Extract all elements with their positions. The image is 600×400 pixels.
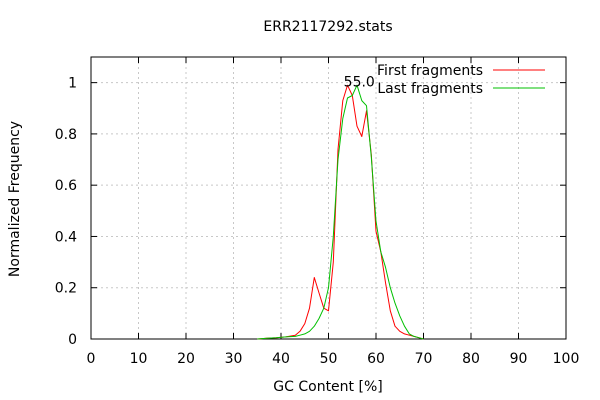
y-tick-label: 0: [68, 332, 77, 348]
y-tick-label: 0.6: [55, 178, 77, 194]
y-tick-label: 0.4: [55, 229, 77, 245]
y-tick-label: 0.8: [55, 127, 77, 143]
y-axis-label: Normalized Frequency: [7, 121, 23, 277]
x-tick-label: 70: [415, 351, 433, 367]
x-axis-label: GC Content [%]: [273, 379, 382, 395]
chart-title: ERR2117292.stats: [263, 19, 392, 35]
x-tick-label: 90: [510, 351, 528, 367]
x-tick-label: 60: [367, 351, 385, 367]
x-tick-label: 30: [225, 351, 243, 367]
y-tick-label: 1: [68, 76, 77, 92]
series-line-first-fragments: [257, 84, 424, 340]
x-tick-label: 50: [320, 351, 338, 367]
legend: First fragments Last fragments: [377, 63, 545, 97]
series-layer: [257, 84, 424, 340]
legend-label: First fragments: [377, 63, 483, 79]
x-tick-label: 80: [462, 351, 480, 367]
grid-lines: [91, 57, 566, 339]
y-tick-label: 0.2: [55, 281, 77, 297]
x-tick-label: 10: [130, 351, 148, 367]
legend-label: Last fragments: [377, 81, 483, 97]
peak-annotation: 55.0: [344, 75, 375, 91]
x-tick-label: 100: [553, 351, 580, 367]
axis-ticks: 0 10 20 30 40 50 60 70 80 90 100 0 0.2 0.4 0.6 0.8 1: [55, 57, 580, 367]
x-tick-label: 0: [87, 351, 96, 367]
series-line-last-fragments: [257, 84, 424, 340]
x-tick-label: 20: [177, 351, 195, 367]
annotation-layer: 55.0: [344, 75, 375, 91]
x-tick-label: 40: [272, 351, 290, 367]
